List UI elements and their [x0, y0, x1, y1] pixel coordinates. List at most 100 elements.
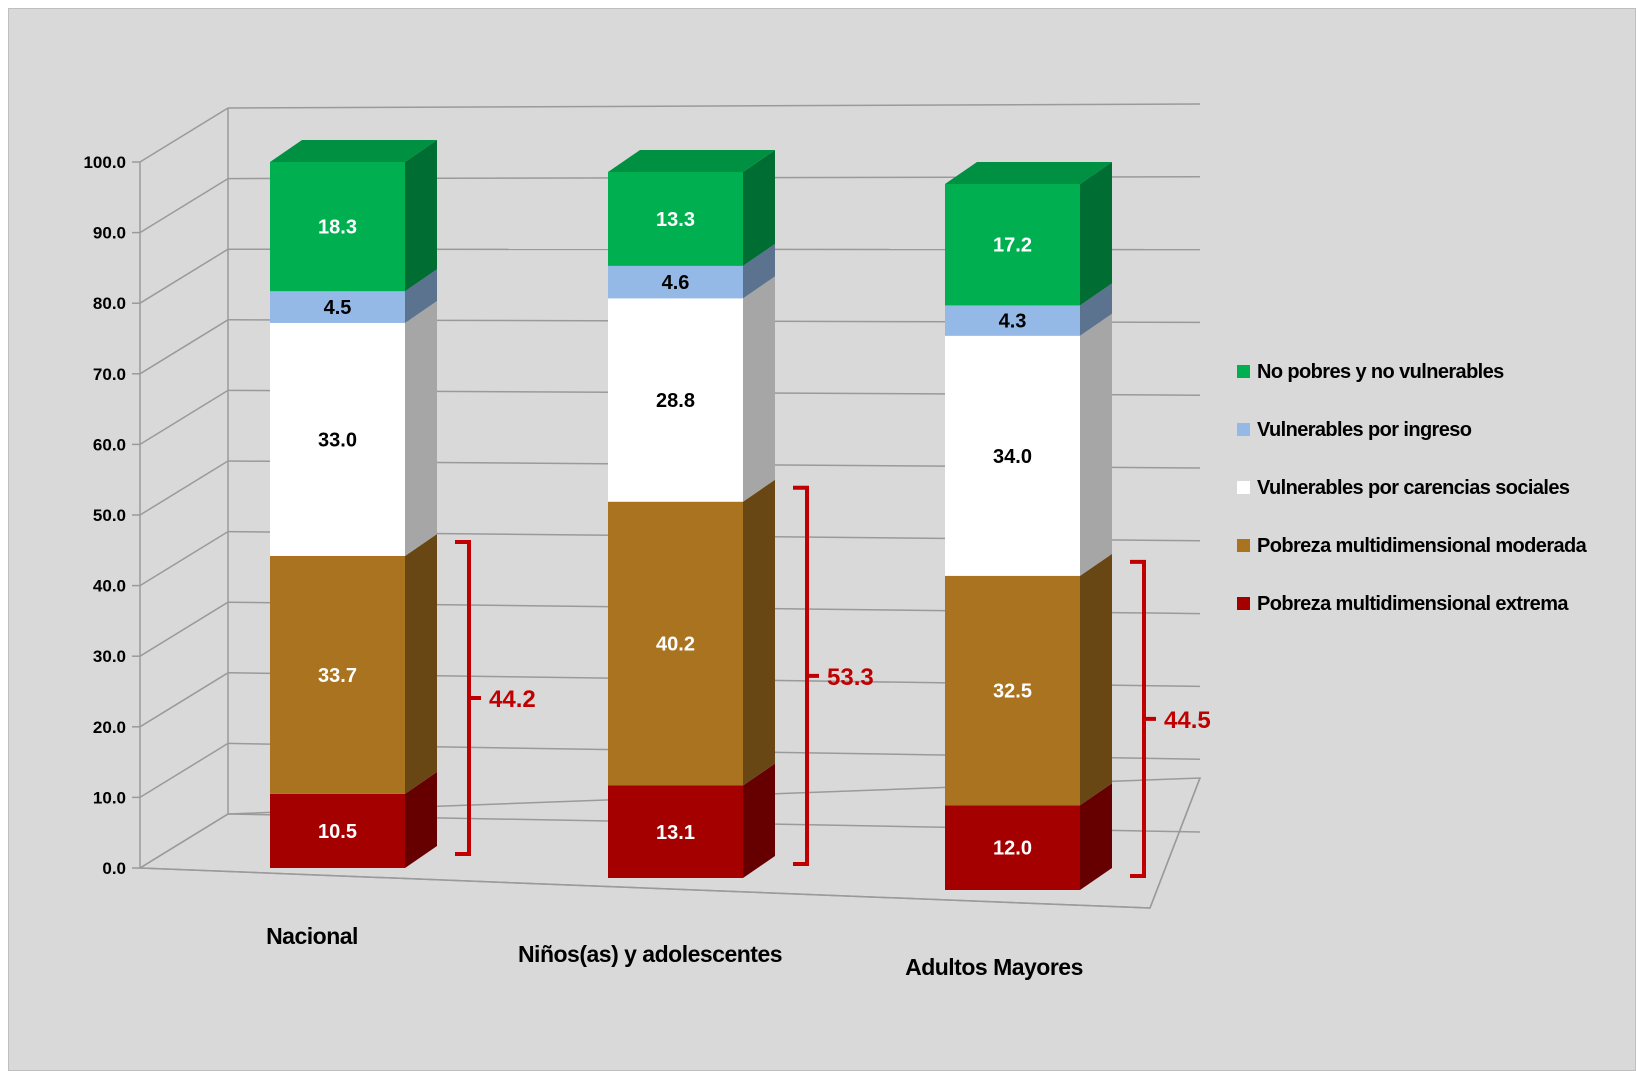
- legend-label: No pobres y no vulnerables: [1257, 361, 1504, 383]
- bar-segment: [945, 805, 1080, 890]
- gridline-side: [139, 389, 229, 446]
- bracket-label: 44.2: [489, 686, 536, 713]
- bar-stack: 12.0 32.5 34.0 4.3 17.2: [945, 162, 1112, 890]
- legend-item: No pobres y no vulnerables: [1237, 361, 1505, 383]
- x-axis-line: [139, 867, 1151, 909]
- category-label: Nacional: [266, 923, 358, 949]
- bar-segment: [945, 184, 1080, 306]
- bar-segment-side: [405, 140, 437, 292]
- legend-item: Vulnerables por carencias sociales: [1237, 477, 1570, 499]
- bar-segment-side: [405, 533, 437, 794]
- floor-right-edge: [1149, 777, 1201, 909]
- legend-item: Pobreza multidimensional moderada: [1237, 535, 1588, 557]
- poverty-bracket: 53.3: [793, 485, 874, 866]
- gridline-side: [139, 813, 229, 869]
- bar-segment-side: [1080, 783, 1112, 890]
- bar-segment-side: [405, 300, 437, 556]
- legend-item: Vulnerables por ingreso: [1237, 419, 1472, 441]
- bar-segment: [608, 501, 743, 786]
- bars: 10.533.733.04.518.344.213.140.228.84.613…: [270, 140, 1211, 890]
- gridline-side: [139, 672, 229, 728]
- category-label: Adultos Mayores: [905, 954, 1083, 980]
- bar-segment-side: [743, 243, 775, 299]
- bar-top: [608, 150, 775, 172]
- bar-segment-side: [1080, 283, 1112, 336]
- y-tick-label: 90.0: [93, 224, 126, 243]
- bar-segment-side: [1080, 162, 1112, 306]
- bar-segment: [945, 575, 1080, 806]
- bar-segment: [270, 555, 405, 794]
- bar-segment-side: [1080, 313, 1112, 576]
- bar-top: [270, 140, 437, 162]
- bracket-line: [793, 485, 819, 866]
- data-label: 12.0: [993, 838, 1032, 860]
- bar-segment-side: [405, 269, 437, 323]
- data-label: 33.7: [318, 665, 357, 687]
- legend-label: Vulnerables por ingreso: [1257, 419, 1472, 441]
- gridline-side: [139, 107, 229, 163]
- y-tick-label: 100.0: [83, 153, 126, 172]
- bar-stack: 10.5 33.7 33.0 4.5 18.3: [270, 140, 437, 868]
- gridline-side: [139, 742, 229, 799]
- data-label: 13.3: [656, 209, 695, 231]
- bar-segment: [270, 291, 405, 323]
- poverty-bracket: 44.5: [1130, 559, 1211, 878]
- x-axis-labels: Nacional Niños(as) y adolescentes Adultos …: [266, 923, 1083, 980]
- bar-top: [945, 162, 1112, 184]
- bracket-line: [455, 539, 481, 856]
- bracket-label: 53.3: [827, 664, 874, 691]
- legend: No pobres y no vulnerables Vulnerables po…: [1237, 361, 1588, 615]
- data-label: 40.2: [656, 634, 695, 656]
- bracket-line: [1130, 559, 1156, 878]
- y-tick-label: 40.0: [93, 577, 126, 596]
- gridline-side: [139, 319, 229, 375]
- data-label: 13.1: [656, 822, 695, 844]
- bar-segment: [608, 785, 743, 878]
- bar-segment-side: [743, 276, 775, 502]
- data-label: 17.2: [993, 235, 1032, 257]
- y-tick-label: 80.0: [93, 294, 126, 313]
- category-label: Niños(as) y adolescentes: [518, 941, 782, 967]
- y-tick-label: 30.0: [93, 647, 126, 666]
- data-label: 10.5: [318, 821, 357, 843]
- data-label: 32.5: [993, 681, 1032, 703]
- bar-segment: [945, 335, 1080, 576]
- legend-label: Vulnerables por carencias sociales: [1257, 477, 1570, 499]
- bar-segment: [270, 793, 405, 868]
- bar-segment: [270, 322, 405, 556]
- data-label: 28.8: [656, 390, 695, 412]
- legend-swatch: [1237, 597, 1250, 610]
- legend-item: Pobreza multidimensional extrema: [1237, 593, 1570, 615]
- bar-stack: 13.1 40.2 28.8 4.6 13.3: [608, 150, 775, 878]
- bar-segment: [608, 172, 743, 266]
- y-tick-label: 10.0: [93, 788, 126, 807]
- gridline-back: [227, 103, 1201, 109]
- legend-swatch: [1237, 365, 1250, 378]
- y-tick-label: 60.0: [93, 435, 126, 454]
- gridline-side: [139, 530, 229, 587]
- data-label: 18.3: [318, 217, 357, 239]
- bar-segment: [608, 265, 743, 299]
- legend-label: Pobreza multidimensional moderada: [1257, 535, 1588, 557]
- gridline-side: [139, 460, 229, 516]
- bar-segment: [945, 305, 1080, 336]
- data-label: 34.0: [993, 446, 1032, 468]
- bracket-label: 44.5: [1164, 707, 1211, 734]
- gridline-side: [139, 177, 229, 234]
- y-axis-ticks: 0.0 10.0 20.0 30.0 40.0 50.0 60.0 70.0 80.0 90.0 1…: [83, 153, 140, 878]
- gridline-side: [139, 601, 229, 657]
- bar-segment-side: [1080, 553, 1112, 806]
- legend-label: Pobreza multidimensional extrema: [1257, 593, 1569, 615]
- y-tick-label: 20.0: [93, 718, 126, 737]
- legend-swatch: [1237, 539, 1250, 552]
- poverty-bracket: 44.2: [455, 539, 536, 856]
- bar-segment-side: [743, 763, 775, 878]
- bar-segment-side: [743, 479, 775, 786]
- data-label: 33.0: [318, 429, 357, 451]
- y-tick-label: 70.0: [93, 365, 126, 384]
- bar-segment: [270, 162, 405, 292]
- y-tick-label: 50.0: [93, 506, 126, 525]
- bar-segment-side: [405, 771, 437, 868]
- data-label: 4.3: [999, 311, 1027, 333]
